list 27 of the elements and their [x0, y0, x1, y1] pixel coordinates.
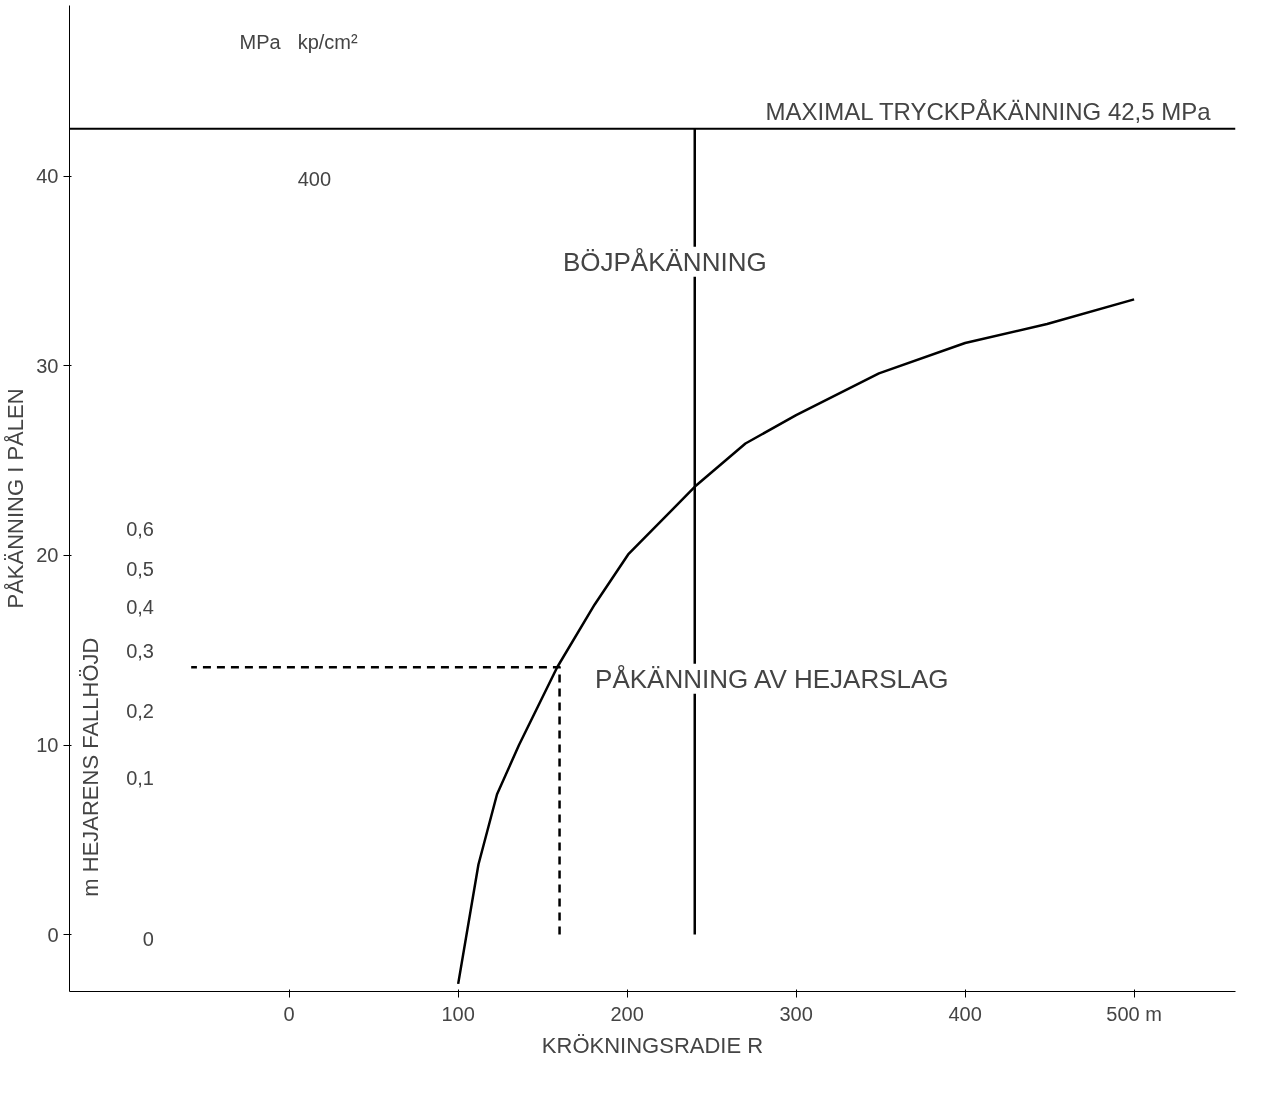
y-axis-title: PÅKÄNNING I PÅLEN: [3, 388, 29, 609]
x-tick-label: 200: [610, 1002, 644, 1025]
annotation: BÖJPÅKÄNNING: [562, 246, 767, 277]
annotation: kp/cm²: [297, 30, 358, 53]
annotation: 0,6: [126, 518, 154, 541]
annotation: 0: [142, 927, 154, 950]
annotation: MPa: [239, 30, 282, 53]
x-axis-title: KRÖKNINGSRADIE R: [541, 1032, 764, 1058]
annotation: 0,2: [126, 700, 154, 723]
annotation: 400: [297, 167, 332, 190]
x-tick-label: 100: [441, 1002, 475, 1025]
annotation: PÅKÄNNING AV HEJARSLAG: [595, 663, 949, 694]
y-tick-label: 30: [36, 354, 59, 377]
annotation: 0,3: [126, 639, 154, 662]
y-tick-label: 0: [47, 923, 59, 946]
annotation: 0,1: [126, 766, 154, 789]
annotation: 0,5: [126, 558, 154, 581]
x-tick-label: 300: [779, 1002, 813, 1025]
annotation: 0,4: [126, 596, 154, 619]
ref-line-label: MAXIMAL TRYCKPÅKÄNNING 42,5 MPa: [765, 97, 1212, 125]
x-tick-label: 400: [948, 1002, 982, 1025]
y-tick-label: 40: [36, 165, 59, 188]
x-tick-label: 500 m: [1106, 1002, 1162, 1025]
y-tick-label: 20: [36, 544, 59, 567]
x-tick-label: 0: [283, 1002, 295, 1025]
annotation: m HEJARENS FALLHÖJD: [78, 637, 104, 897]
y-tick-label: 10: [36, 734, 59, 756]
